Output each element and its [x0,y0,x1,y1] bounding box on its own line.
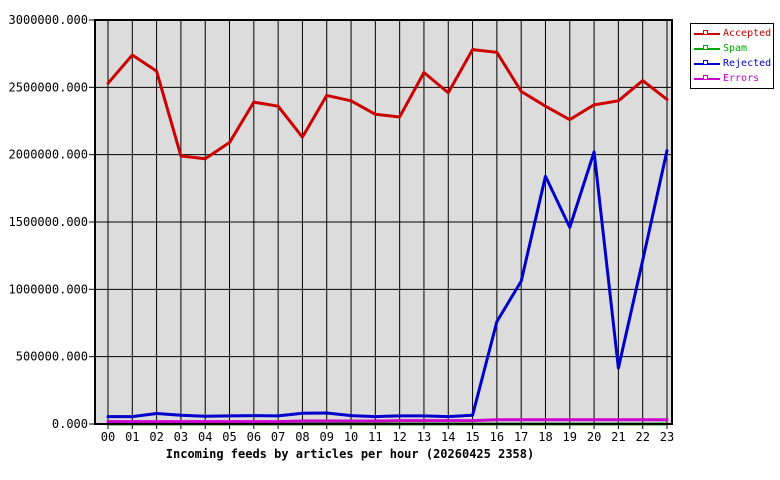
x-axis-label: 00 [101,430,115,444]
y-axis-label: 3000000.000 [9,13,88,27]
y-axis-label: 2500000.000 [9,80,88,94]
series-line-accepted [106,48,669,161]
x-axis-label: 04 [198,430,212,444]
x-axis-label: 11 [368,430,382,444]
y-axis-label: 1500000.000 [9,215,88,229]
x-axis-label: 03 [174,430,188,444]
series-line-rejected [106,149,669,419]
x-axis-label: 12 [392,430,406,444]
plot-area: 0.000500000.0001000000.0001500000.000200… [9,13,675,444]
x-axis-label: 20 [587,430,601,444]
plot-frame [94,19,673,425]
legend-item-accepted: Accepted [691,26,773,41]
legend-marker-square [703,60,708,65]
x-axis-label: 23 [660,430,674,444]
chart-title: Incoming feeds by articles per hour (202… [165,447,535,461]
legend-label: Errors [723,73,760,84]
x-axis-label: 09 [320,430,334,444]
series-line-errors [106,418,669,424]
x-axis-label: 22 [635,430,649,444]
legend-item-spam: Spam [691,41,773,56]
legend-item-errors: Errors [691,71,773,86]
y-axis-label: 1000000.000 [9,282,88,296]
x-axis-label: 08 [295,430,309,444]
legend-swatch [691,71,723,86]
x-axis-label: 02 [149,430,163,444]
legend-marker-square [703,75,708,80]
legend-label: Accepted [723,28,772,39]
legend-swatch [691,41,723,56]
legend-swatch [691,26,723,41]
y-axis-label: 0.000 [52,417,88,431]
x-axis-label: 19 [563,430,577,444]
legend-marker-square [703,45,708,50]
x-axis-label: 21 [611,430,625,444]
y-axis-label: 2000000.000 [9,148,88,162]
legend-label: Spam [723,43,748,54]
x-axis-label: 15 [465,430,479,444]
x-axis-label: 18 [538,430,552,444]
x-axis-label: 06 [247,430,261,444]
legend-label: Rejected [723,58,772,69]
y-axis-label: 500000.000 [16,350,88,364]
x-axis-label: 17 [514,430,528,444]
x-axis-label: 10 [344,430,358,444]
legend-marker-square [703,30,708,35]
legend: Accepted Spam Rejected Errors [690,23,774,89]
x-axis-label: 07 [271,430,285,444]
legend-swatch [691,56,723,71]
legend-item-rejected: Rejected [691,56,773,71]
x-axis-label: 01 [125,430,139,444]
x-axis-label: 13 [417,430,431,444]
x-axis-label: 14 [441,430,455,444]
x-axis-label: 16 [490,430,504,444]
x-axis-label: 05 [222,430,236,444]
